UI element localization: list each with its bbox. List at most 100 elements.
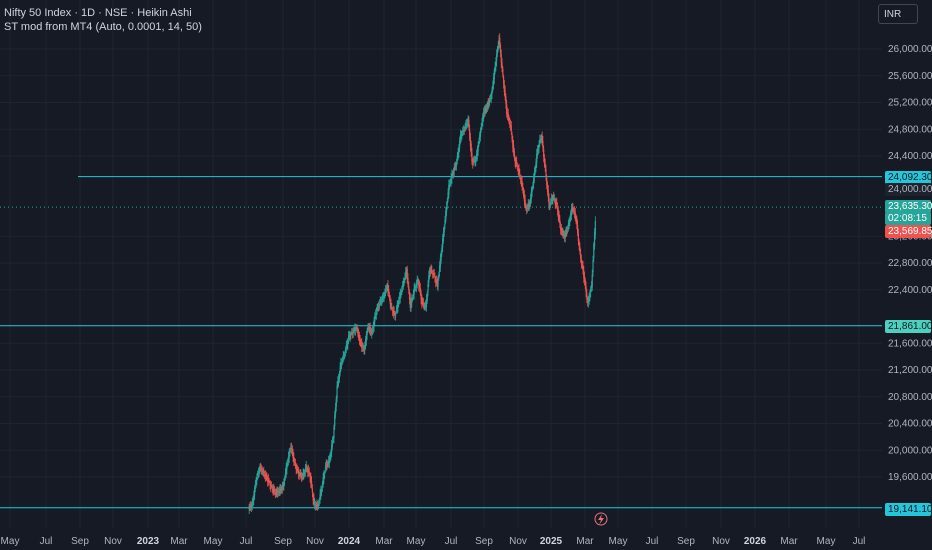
candle-body bbox=[272, 489, 274, 491]
candle-body bbox=[328, 459, 330, 464]
candle-body bbox=[404, 277, 406, 279]
candle-body bbox=[524, 199, 526, 204]
candle-body bbox=[351, 333, 354, 335]
candle-body bbox=[339, 366, 341, 374]
candle-body bbox=[428, 270, 431, 277]
candle-body bbox=[265, 474, 267, 477]
candle-body bbox=[425, 298, 428, 308]
candle-body bbox=[392, 310, 394, 314]
candle-body bbox=[531, 189, 533, 193]
candle-body bbox=[381, 297, 384, 301]
candle-body bbox=[341, 359, 344, 362]
event-lightning-icon[interactable] bbox=[594, 512, 608, 526]
candle-body bbox=[590, 285, 593, 289]
candle-body bbox=[470, 143, 472, 153]
candle-body bbox=[332, 438, 334, 440]
candle-body bbox=[419, 287, 421, 293]
candle-body bbox=[523, 190, 525, 197]
candle-body bbox=[250, 504, 253, 508]
candle-body bbox=[286, 463, 288, 470]
candle-body bbox=[415, 287, 417, 289]
candle-body bbox=[280, 489, 283, 491]
candle-body bbox=[261, 471, 263, 473]
candle-body bbox=[509, 124, 512, 127]
candle-body bbox=[310, 475, 312, 484]
candle-body bbox=[363, 350, 365, 352]
candle-body bbox=[525, 206, 527, 209]
candle-body bbox=[275, 492, 277, 495]
candle-body bbox=[587, 299, 589, 303]
candle-body bbox=[337, 380, 339, 386]
candle-body bbox=[492, 85, 494, 90]
candle-body bbox=[462, 130, 465, 132]
candle-body bbox=[398, 301, 400, 305]
candle-body bbox=[388, 289, 390, 293]
candle-body bbox=[378, 303, 381, 307]
candle-body bbox=[477, 146, 479, 152]
candle-body bbox=[294, 462, 297, 466]
candle-body bbox=[358, 333, 360, 339]
candle-body bbox=[482, 115, 484, 123]
candle-body bbox=[563, 233, 566, 238]
candle-body bbox=[311, 481, 313, 487]
candle-body bbox=[446, 201, 448, 205]
candle-body bbox=[499, 44, 502, 54]
candle-body bbox=[280, 487, 282, 492]
candle-body bbox=[268, 481, 270, 483]
price-axis: 26,000.00 25,600.00 25,200.00 24,800.00 24,4… bbox=[882, 0, 932, 550]
candle-body bbox=[314, 505, 317, 507]
candle-body bbox=[442, 232, 445, 242]
candle-body bbox=[296, 469, 298, 471]
candle-body bbox=[347, 341, 349, 345]
candle-body bbox=[543, 157, 546, 164]
candle-body bbox=[411, 298, 413, 303]
candle-body bbox=[573, 210, 576, 214]
candle-body bbox=[353, 330, 355, 332]
price-axis-tick-label: 25,200.00 bbox=[888, 98, 932, 109]
candle-body bbox=[290, 447, 293, 450]
candle-body bbox=[376, 307, 378, 312]
indicator-label[interactable]: ST mod from MT4 (Auto, 0.0001, 14, 50) bbox=[4, 21, 202, 33]
candle-body bbox=[486, 105, 488, 108]
candle-body bbox=[301, 477, 303, 479]
candle-body bbox=[266, 476, 268, 479]
candle-body bbox=[469, 136, 472, 147]
candle-body bbox=[444, 219, 446, 225]
candle-body bbox=[256, 478, 258, 482]
candle-body bbox=[348, 335, 350, 340]
candle-body bbox=[277, 490, 279, 493]
candle-body bbox=[530, 191, 532, 199]
time-axis-tick-label: Sep bbox=[71, 536, 89, 547]
candle-body bbox=[405, 271, 407, 277]
candle-body bbox=[586, 293, 588, 300]
candle-body bbox=[289, 451, 291, 453]
candle-body bbox=[312, 494, 314, 501]
candle-body bbox=[381, 300, 383, 302]
candle-body bbox=[330, 451, 332, 457]
candle-body bbox=[260, 468, 263, 471]
candle-body bbox=[438, 274, 440, 279]
candle-body bbox=[278, 491, 280, 493]
candle-body bbox=[370, 330, 372, 332]
candle-body bbox=[489, 98, 492, 100]
candle-body bbox=[584, 280, 586, 286]
symbol-title[interactable]: Nifty 50 Index · 1D · NSE · Heikin Ashi bbox=[4, 7, 192, 19]
candle-body bbox=[276, 491, 278, 493]
candle-body bbox=[274, 489, 276, 491]
candle-body bbox=[262, 471, 264, 473]
candle-body bbox=[251, 502, 253, 507]
candle-body bbox=[313, 498, 315, 504]
currency-selector[interactable]: INR bbox=[878, 4, 918, 24]
candle-body bbox=[250, 506, 252, 508]
candle-body bbox=[507, 113, 509, 117]
candle-body bbox=[345, 345, 347, 350]
candle-body bbox=[317, 505, 319, 507]
candle-body bbox=[290, 448, 292, 450]
candle-body bbox=[441, 247, 443, 253]
candle-body bbox=[464, 127, 466, 129]
candle-body bbox=[361, 342, 363, 348]
candle-body bbox=[255, 481, 257, 484]
hline-mid-price-label: 21,861.00 bbox=[885, 320, 932, 333]
